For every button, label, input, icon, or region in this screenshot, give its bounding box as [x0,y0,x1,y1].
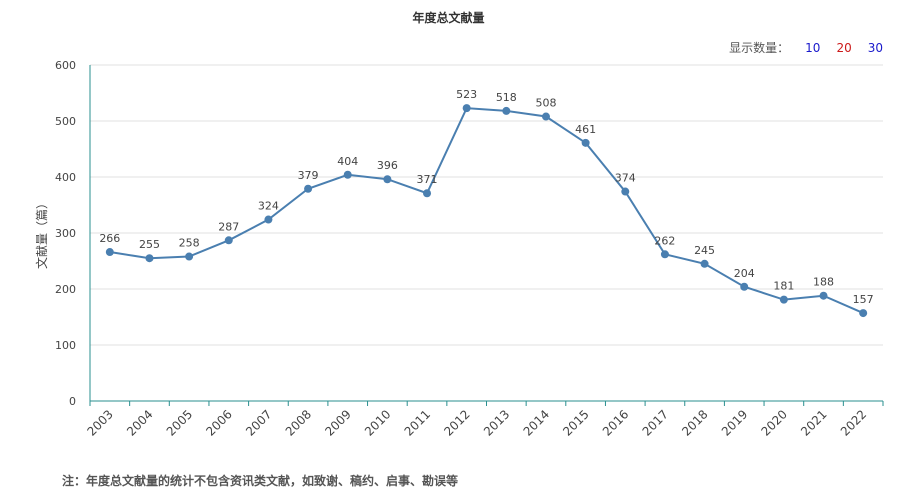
count-option-20[interactable]: 20 [836,40,852,55]
y-tick-label: 200 [55,283,76,296]
display-count-label: 显示数量： [729,41,790,55]
data-label: 379 [298,169,319,182]
x-tick-label: 2008 [283,407,314,438]
x-tick-label: 2021 [798,407,829,438]
data-point [541,112,550,121]
data-label: 508 [535,97,556,110]
y-tick-label: 500 [55,115,76,128]
data-label: 245 [694,244,715,257]
data-point [423,189,432,198]
x-tick-label: 2011 [402,407,433,438]
data-label: 181 [773,280,794,293]
x-tick-label: 2020 [758,407,789,438]
data-label: 396 [377,159,398,172]
y-tick-label: 600 [55,59,76,72]
data-label: 188 [813,276,834,289]
data-point [185,252,194,261]
data-point [105,248,114,257]
x-tick-label: 2012 [441,407,472,438]
data-label: 262 [654,234,675,247]
y-axis-title: 文献量（篇） [34,197,49,269]
x-tick-label: 2003 [84,407,115,438]
data-point [383,175,392,184]
x-tick-label: 2005 [164,407,195,438]
x-tick-label: 2009 [322,407,353,438]
data-label: 523 [456,88,477,101]
footnote: 注：年度总文献量的统计不包含资讯类文献，如致谢、稿约、启事、勘误等 [62,474,459,488]
data-point [779,295,788,304]
x-tick-label: 2013 [481,407,512,438]
data-point [621,187,630,196]
y-tick-label: 100 [55,339,76,352]
data-point [304,184,313,193]
data-point [819,291,828,300]
data-point [264,215,273,224]
data-label: 255 [139,238,160,251]
data-point [462,104,471,113]
data-point [502,106,511,115]
x-tick-label: 2019 [719,407,750,438]
data-point [660,250,669,259]
x-tick-label: 2006 [203,407,234,438]
data-label: 266 [99,232,120,245]
data-label: 258 [179,237,200,250]
x-tick-label: 2015 [560,407,591,438]
x-tick-label: 2010 [362,407,393,438]
data-label: 518 [496,91,517,104]
data-label: 404 [337,155,358,168]
series-line [109,107,864,314]
x-tick-label: 2018 [679,407,710,438]
data-label: 371 [417,173,438,186]
data-point [145,254,154,263]
y-tick-label: 0 [69,395,76,408]
data-label: 324 [258,200,279,213]
count-option-10[interactable]: 10 [805,40,821,55]
data-label: 157 [853,293,874,306]
data-point [224,236,233,245]
data-label: 461 [575,123,596,136]
chart-title: 年度总文献量 [412,11,485,25]
count-option-30[interactable]: 30 [867,40,883,55]
x-tick-label: 2004 [124,407,155,438]
data-point [740,282,749,291]
data-point [343,170,352,179]
x-tick-label: 2022 [838,407,869,438]
data-point [581,138,590,147]
y-tick-label: 300 [55,227,76,240]
x-tick-label: 2016 [600,407,631,438]
x-tick-label: 2017 [640,407,671,438]
data-point [859,309,868,318]
y-tick-label: 400 [55,171,76,184]
data-label: 287 [218,220,239,233]
data-label: 204 [734,267,755,280]
display-count-selector: 显示数量： 10 20 30 [729,39,883,56]
data-label: 374 [615,172,636,185]
data-point [700,259,709,268]
x-tick-label: 2014 [521,407,552,438]
x-tick-label: 2007 [243,407,274,438]
